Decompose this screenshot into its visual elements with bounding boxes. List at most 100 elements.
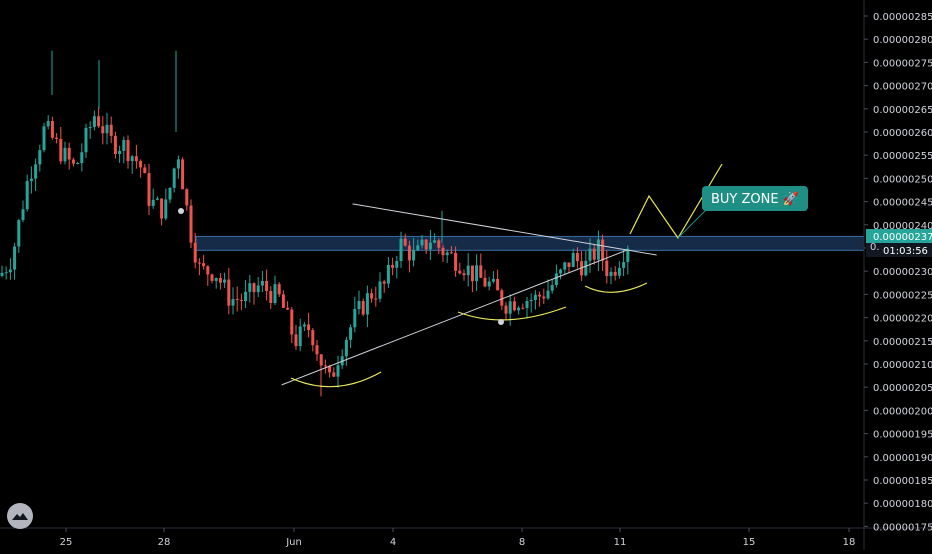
candle-body xyxy=(281,294,285,308)
highlight-arc xyxy=(457,306,567,321)
candle-body xyxy=(130,156,134,162)
buy-zone-band xyxy=(195,235,865,251)
x-tick-label: 25 xyxy=(60,537,73,548)
y-tick-label: 0.00000250 xyxy=(873,174,932,185)
candle-body xyxy=(609,271,613,277)
candle-body xyxy=(454,252,458,271)
candle-body xyxy=(50,121,54,138)
candle-body xyxy=(500,290,504,306)
candle-body xyxy=(487,281,491,287)
candle-body xyxy=(197,262,201,264)
candle-body xyxy=(525,301,529,309)
candle-body xyxy=(164,199,168,219)
candle-body xyxy=(365,293,369,315)
candle-body xyxy=(218,277,222,283)
candle-body xyxy=(248,283,252,292)
y-tick-label: 0.00000245 xyxy=(873,198,932,209)
candle-body xyxy=(403,238,407,246)
candle-body xyxy=(176,159,180,169)
candle-body xyxy=(38,150,42,165)
candle-body xyxy=(538,294,542,297)
candle-body xyxy=(235,299,239,301)
candle-body xyxy=(550,284,554,291)
candle-body xyxy=(97,116,101,127)
candle-body xyxy=(143,167,147,174)
candle-body xyxy=(168,187,172,200)
y-tick-label: 0.00000190 xyxy=(873,453,932,464)
candle-body xyxy=(378,281,382,299)
candle-body xyxy=(508,301,512,314)
candle-body xyxy=(210,274,214,281)
y-tick-label: 0.00000225 xyxy=(873,290,932,301)
candle-body xyxy=(323,365,327,367)
candle-body xyxy=(416,245,420,251)
y-tick-label: 0.00000185 xyxy=(873,476,932,487)
candle-body xyxy=(113,135,117,154)
candle-body xyxy=(227,279,231,306)
candle-body xyxy=(76,163,80,165)
candle-body xyxy=(617,267,621,276)
candle-body xyxy=(517,307,521,311)
candle-body xyxy=(571,252,575,267)
countdown-tag xyxy=(866,243,932,257)
candle-body xyxy=(395,260,399,268)
candle-body xyxy=(542,296,546,299)
current-price-label: 0.00000237 xyxy=(873,232,932,243)
candle-body xyxy=(290,309,294,335)
candle-body xyxy=(25,180,29,210)
candle-body xyxy=(349,327,353,340)
current-price-tag xyxy=(866,229,932,243)
trendline-descending-resistance xyxy=(352,203,657,256)
candle-body xyxy=(286,307,290,310)
candle-body xyxy=(336,365,340,377)
tradingview-logo-icon[interactable] xyxy=(7,503,33,529)
candle-body xyxy=(584,260,588,276)
candle-body xyxy=(4,272,8,274)
candle-body xyxy=(567,262,571,267)
candle-body xyxy=(273,284,277,304)
projection-path xyxy=(629,163,723,240)
buy-zone-rect xyxy=(195,235,865,251)
candle-body xyxy=(575,252,579,262)
candle-body xyxy=(374,298,378,300)
y-tick-label: 0.00000205 xyxy=(873,383,932,394)
candle-body xyxy=(563,262,567,270)
y-tick-label: 0.00000200 xyxy=(873,406,932,417)
candle-body xyxy=(462,273,466,276)
candle-body xyxy=(433,240,437,243)
candle-body xyxy=(496,278,500,291)
y-tick-label: 0.00000240 xyxy=(873,221,932,232)
candle-body xyxy=(231,299,235,306)
candle-body xyxy=(424,239,428,250)
buy-zone-label: BUY ZONE 🚀 xyxy=(711,191,799,207)
candle-body xyxy=(605,260,609,277)
y-tick-label: 0.00000215 xyxy=(873,337,932,348)
candle-body xyxy=(601,239,605,261)
candle-body xyxy=(592,248,596,260)
candle-body xyxy=(311,330,315,346)
countdown-label: 01:03:56 xyxy=(883,246,928,257)
candle-body xyxy=(483,277,487,287)
candle-body xyxy=(437,240,441,248)
y-tick-label: 0.00000285 xyxy=(873,12,932,23)
candle-body xyxy=(172,168,176,188)
candle-body xyxy=(626,248,630,263)
candle-body xyxy=(139,161,143,168)
candle-body xyxy=(391,264,395,268)
y-tick-label: 0.00000180 xyxy=(873,499,932,510)
y-tick-label: 0.00000270 xyxy=(873,82,932,93)
candle-body xyxy=(529,299,533,302)
candle-body xyxy=(420,239,424,246)
candle-body xyxy=(105,124,109,134)
candle-body xyxy=(475,265,479,282)
candle-body xyxy=(206,266,210,275)
x-tick-label: 15 xyxy=(743,537,756,548)
candle-body xyxy=(151,199,155,206)
candle-body xyxy=(269,291,273,304)
trendline-ascending-support xyxy=(281,249,627,386)
candle-body xyxy=(55,137,59,139)
candle-body xyxy=(428,242,432,250)
